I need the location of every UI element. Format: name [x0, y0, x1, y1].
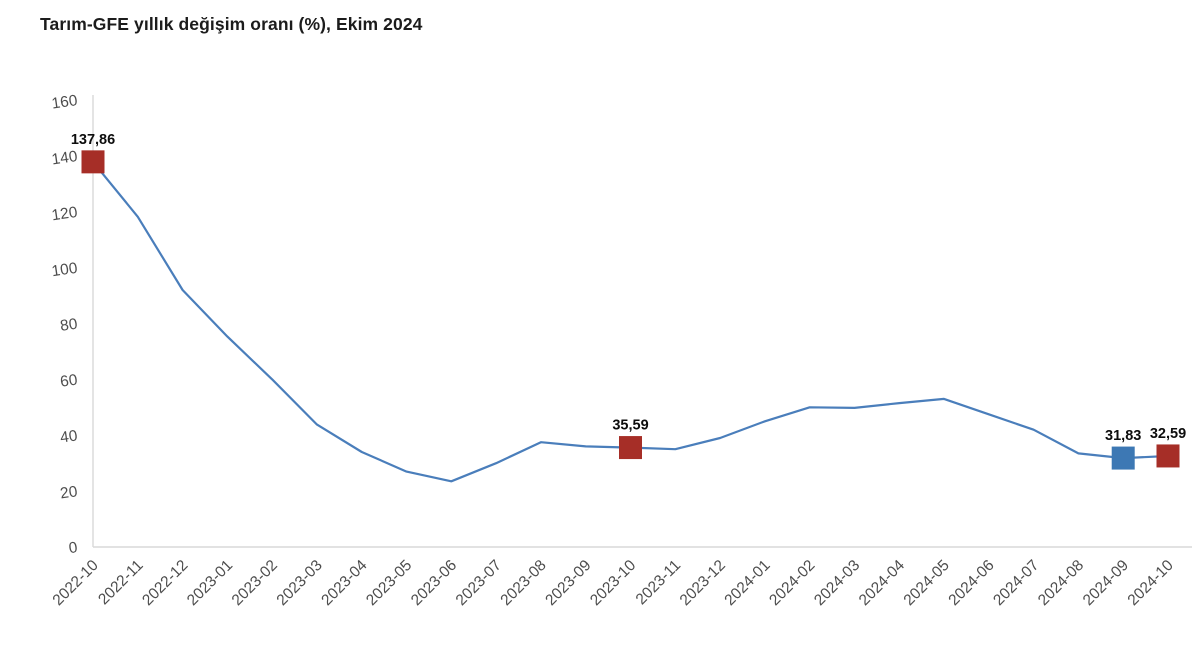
x-axis-tick-label: 2024-02: [766, 557, 818, 609]
x-axis-tick-label: 2024-06: [945, 557, 997, 609]
y-axis-tick-label: 160: [51, 92, 79, 112]
x-axis-tick-label: 2023-10: [587, 557, 640, 610]
data-point-marker-2024-10[interactable]: [1156, 444, 1180, 468]
x-axis-tick-label: 2023-02: [229, 557, 281, 609]
y-axis-tick-label: 80: [59, 316, 79, 335]
x-axis-tick-label: 2024-03: [811, 557, 863, 609]
x-axis-tick-label: 2023-03: [274, 557, 326, 609]
x-axis-tick-label: 2023-08: [497, 557, 549, 609]
x-axis-tick-label: 2023-01: [184, 557, 236, 609]
x-axis-tick-label: 2023-11: [633, 557, 684, 608]
data-point-label-2024-09: 31,83: [1105, 428, 1141, 444]
x-axis-tick-label: 2024-05: [901, 557, 953, 609]
data-point-marker-2023-10[interactable]: [619, 436, 642, 460]
data-point-label-2022-10: 137,86: [71, 132, 115, 148]
y-axis-tick-label: 0: [68, 539, 79, 557]
x-axis-tick-label: 2023-12: [677, 557, 729, 609]
x-axis-tick-label: 2023-06: [408, 557, 460, 609]
data-point-marker-2022-10[interactable]: [81, 150, 105, 174]
x-axis-tick-label: 2024-09: [1080, 557, 1132, 609]
x-axis-tick-label: 2022-10: [50, 557, 103, 610]
x-axis-tick-label: 2024-08: [1035, 557, 1087, 609]
data-point-label-2024-10: 32,59: [1150, 426, 1186, 442]
y-axis-tick-label: 20: [59, 483, 79, 502]
x-axis-tick-label: 2022-11: [95, 557, 146, 608]
y-axis-tick-label: 40: [59, 427, 79, 446]
data-point-marker-2024-09[interactable]: [1111, 446, 1135, 470]
x-axis-tick-label: 2023-04: [318, 557, 371, 610]
x-axis-tick-label: 2023-09: [542, 557, 594, 609]
x-axis-tick-label: 2023-07: [453, 557, 505, 609]
x-axis-tick-label: 2024-07: [990, 557, 1042, 609]
x-axis-tick-label: 2022-12: [139, 557, 191, 609]
x-axis-tick-label: 2024-01: [721, 557, 773, 609]
x-axis-tick-label: 2024-10: [1125, 557, 1178, 610]
x-axis-tick-label: 2023-05: [363, 557, 415, 609]
y-axis-tick-label: 60: [59, 371, 79, 390]
chart-title: Tarım-GFE yıllık değişim oranı (%), Ekim…: [40, 14, 423, 34]
y-axis-tick-label: 120: [51, 204, 79, 224]
data-point-label-2023-10: 35,59: [612, 418, 648, 434]
y-axis-tick-label: 140: [51, 148, 79, 168]
y-axis-tick-label: 100: [51, 260, 79, 280]
x-axis-tick-label: 2024-04: [856, 557, 909, 610]
